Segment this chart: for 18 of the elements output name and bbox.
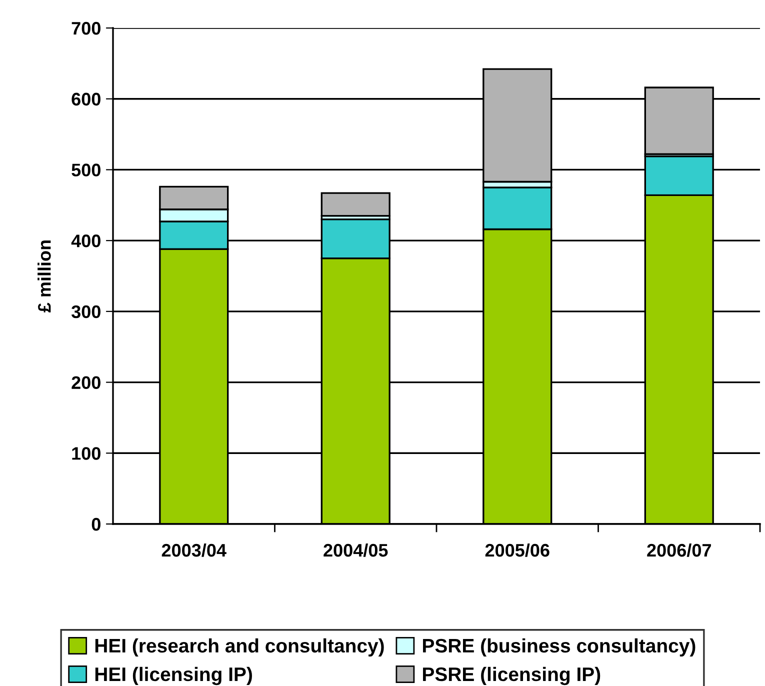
y-tick-label: 500 [72,164,100,176]
legend-label: PSRE (business consultancy) [423,638,696,656]
y-tick-label: 400 [71,234,100,248]
y-tick-label: 600 [72,92,100,106]
x-tick-label: 2004/05 [324,543,388,557]
legend-label: HEI (research and consultancy) [95,638,384,656]
y-tick-label: 300 [71,305,100,318]
y-tick-label: 700 [72,22,100,35]
legend-label: HEI (licensing IP) [95,666,252,686]
bar [320,192,390,217]
x-tick-label: 2006/07 [647,543,711,557]
y-tick-label: 0 [92,518,100,531]
legend-label: PSRE (licensing IP) [423,666,600,686]
y-tick-label: 100 [72,447,100,460]
x-tick-label: 2003/04 [162,543,226,557]
y-tick-label: 200 [72,376,100,390]
x-tick-label: 2005/06 [485,543,550,557]
y-axis-title: £ million [38,240,51,312]
